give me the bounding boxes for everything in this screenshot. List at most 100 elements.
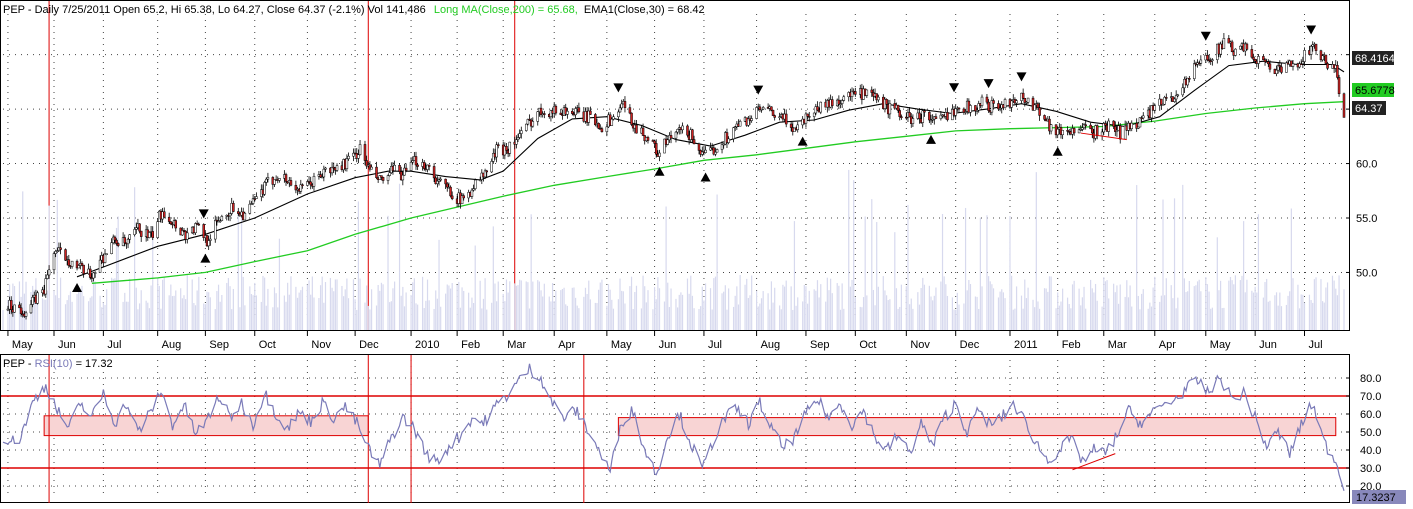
volume-bar <box>1060 301 1062 330</box>
volume-bar <box>805 286 807 330</box>
signal-up-marker <box>926 134 937 144</box>
candle-body <box>998 107 1002 110</box>
candle-body <box>44 278 48 295</box>
volume-bar <box>701 286 703 330</box>
volume-bar <box>421 276 424 330</box>
signal-up-marker <box>72 283 83 292</box>
candle-body <box>1104 123 1107 126</box>
volume-bar <box>884 290 886 330</box>
volume-bar <box>242 276 244 330</box>
volume-bar <box>55 295 57 330</box>
volume-bar <box>481 308 483 330</box>
price-xtick-label: Aug <box>761 339 781 351</box>
volume-bar <box>288 294 290 330</box>
volume-bar <box>336 279 338 330</box>
candle-body <box>1153 105 1157 111</box>
volume-bar <box>1200 291 1202 330</box>
volume-bar <box>1175 308 1177 330</box>
volume-bar <box>940 281 942 330</box>
volume-bar <box>425 300 427 330</box>
candle-body <box>784 113 788 125</box>
candle-body <box>1173 98 1176 102</box>
volume-bar <box>318 298 320 330</box>
volume-bar <box>1170 285 1172 330</box>
candle-body <box>169 221 173 225</box>
volume-bar <box>900 284 902 330</box>
volume-bar <box>767 293 769 330</box>
candle-body <box>1336 65 1339 78</box>
volume-bar <box>43 299 45 330</box>
volume-bar <box>1251 290 1253 330</box>
candle-body <box>386 175 390 181</box>
volume-bar <box>239 307 241 330</box>
candle-body <box>82 264 85 274</box>
candle-body <box>793 127 796 132</box>
volume-bar <box>976 296 978 330</box>
volume-bar <box>1315 277 1317 330</box>
volume-bar <box>1129 285 1131 330</box>
volume-bar <box>186 275 188 330</box>
volume-bar <box>359 278 361 330</box>
candle-body <box>335 165 339 171</box>
candle-body <box>1015 100 1018 104</box>
price-xtick-label: 2011 <box>1014 339 1038 351</box>
volume-bar <box>1055 308 1057 330</box>
candle-body <box>174 220 178 229</box>
volume-bar <box>134 187 136 330</box>
volume-bar <box>106 289 108 330</box>
candle-body <box>666 139 669 145</box>
rsi-vertical-markers <box>48 355 585 503</box>
ema-tag-box <box>1352 51 1394 65</box>
candle-body <box>1066 130 1069 132</box>
volume-bar <box>262 275 264 330</box>
volume-bar <box>849 286 851 330</box>
candle-body <box>218 220 222 222</box>
volume-bar <box>122 301 124 330</box>
volume-bar <box>667 282 669 330</box>
volume-bar <box>514 283 516 330</box>
price-header: PEP - Daily 7/25/2011 Open 65.2, Hi 65.3… <box>3 4 705 16</box>
volume-bar <box>515 285 517 330</box>
volume-bar <box>1126 280 1128 330</box>
volume-bar <box>387 215 389 330</box>
volume-bar <box>1244 292 1246 330</box>
candle-body <box>1161 104 1165 106</box>
candle-body <box>997 103 1000 110</box>
volume-bar <box>528 308 531 330</box>
volume-bar <box>1150 306 1153 330</box>
volume-bar <box>1066 297 1069 330</box>
rsi-ytick-label: 70.0 <box>1360 391 1381 403</box>
volume-bar <box>548 296 550 330</box>
volume-bar <box>657 277 659 330</box>
candle-body <box>1319 50 1323 61</box>
volume-bar <box>398 183 401 330</box>
candle-body <box>289 180 293 186</box>
volume-bar <box>653 287 656 330</box>
candle-body <box>116 243 120 246</box>
volume-bar <box>346 278 348 330</box>
volume-bar <box>619 278 621 330</box>
candle-body <box>133 229 136 235</box>
candle-body <box>865 89 869 96</box>
volume-bar <box>125 301 128 330</box>
candle-body <box>266 177 270 180</box>
volume-bar <box>389 302 391 330</box>
volume-bar <box>576 305 578 330</box>
candle-body <box>1309 46 1313 55</box>
candle-body <box>536 111 540 122</box>
volume-bar <box>1073 280 1075 330</box>
volume-bar <box>1160 295 1162 330</box>
volume-bar <box>862 297 865 330</box>
candle-body <box>148 232 151 238</box>
volume-bar <box>1104 281 1107 330</box>
volume-bar <box>494 283 496 330</box>
volume-bar <box>1336 295 1339 330</box>
volume-bar <box>634 291 636 330</box>
candle-body <box>497 144 500 146</box>
volume-bar <box>1043 288 1046 330</box>
volume-bar <box>99 295 101 330</box>
volume-bar <box>1177 297 1179 330</box>
volume-bar <box>193 303 195 330</box>
volume-bar <box>864 216 866 330</box>
volume-bar <box>732 306 735 330</box>
